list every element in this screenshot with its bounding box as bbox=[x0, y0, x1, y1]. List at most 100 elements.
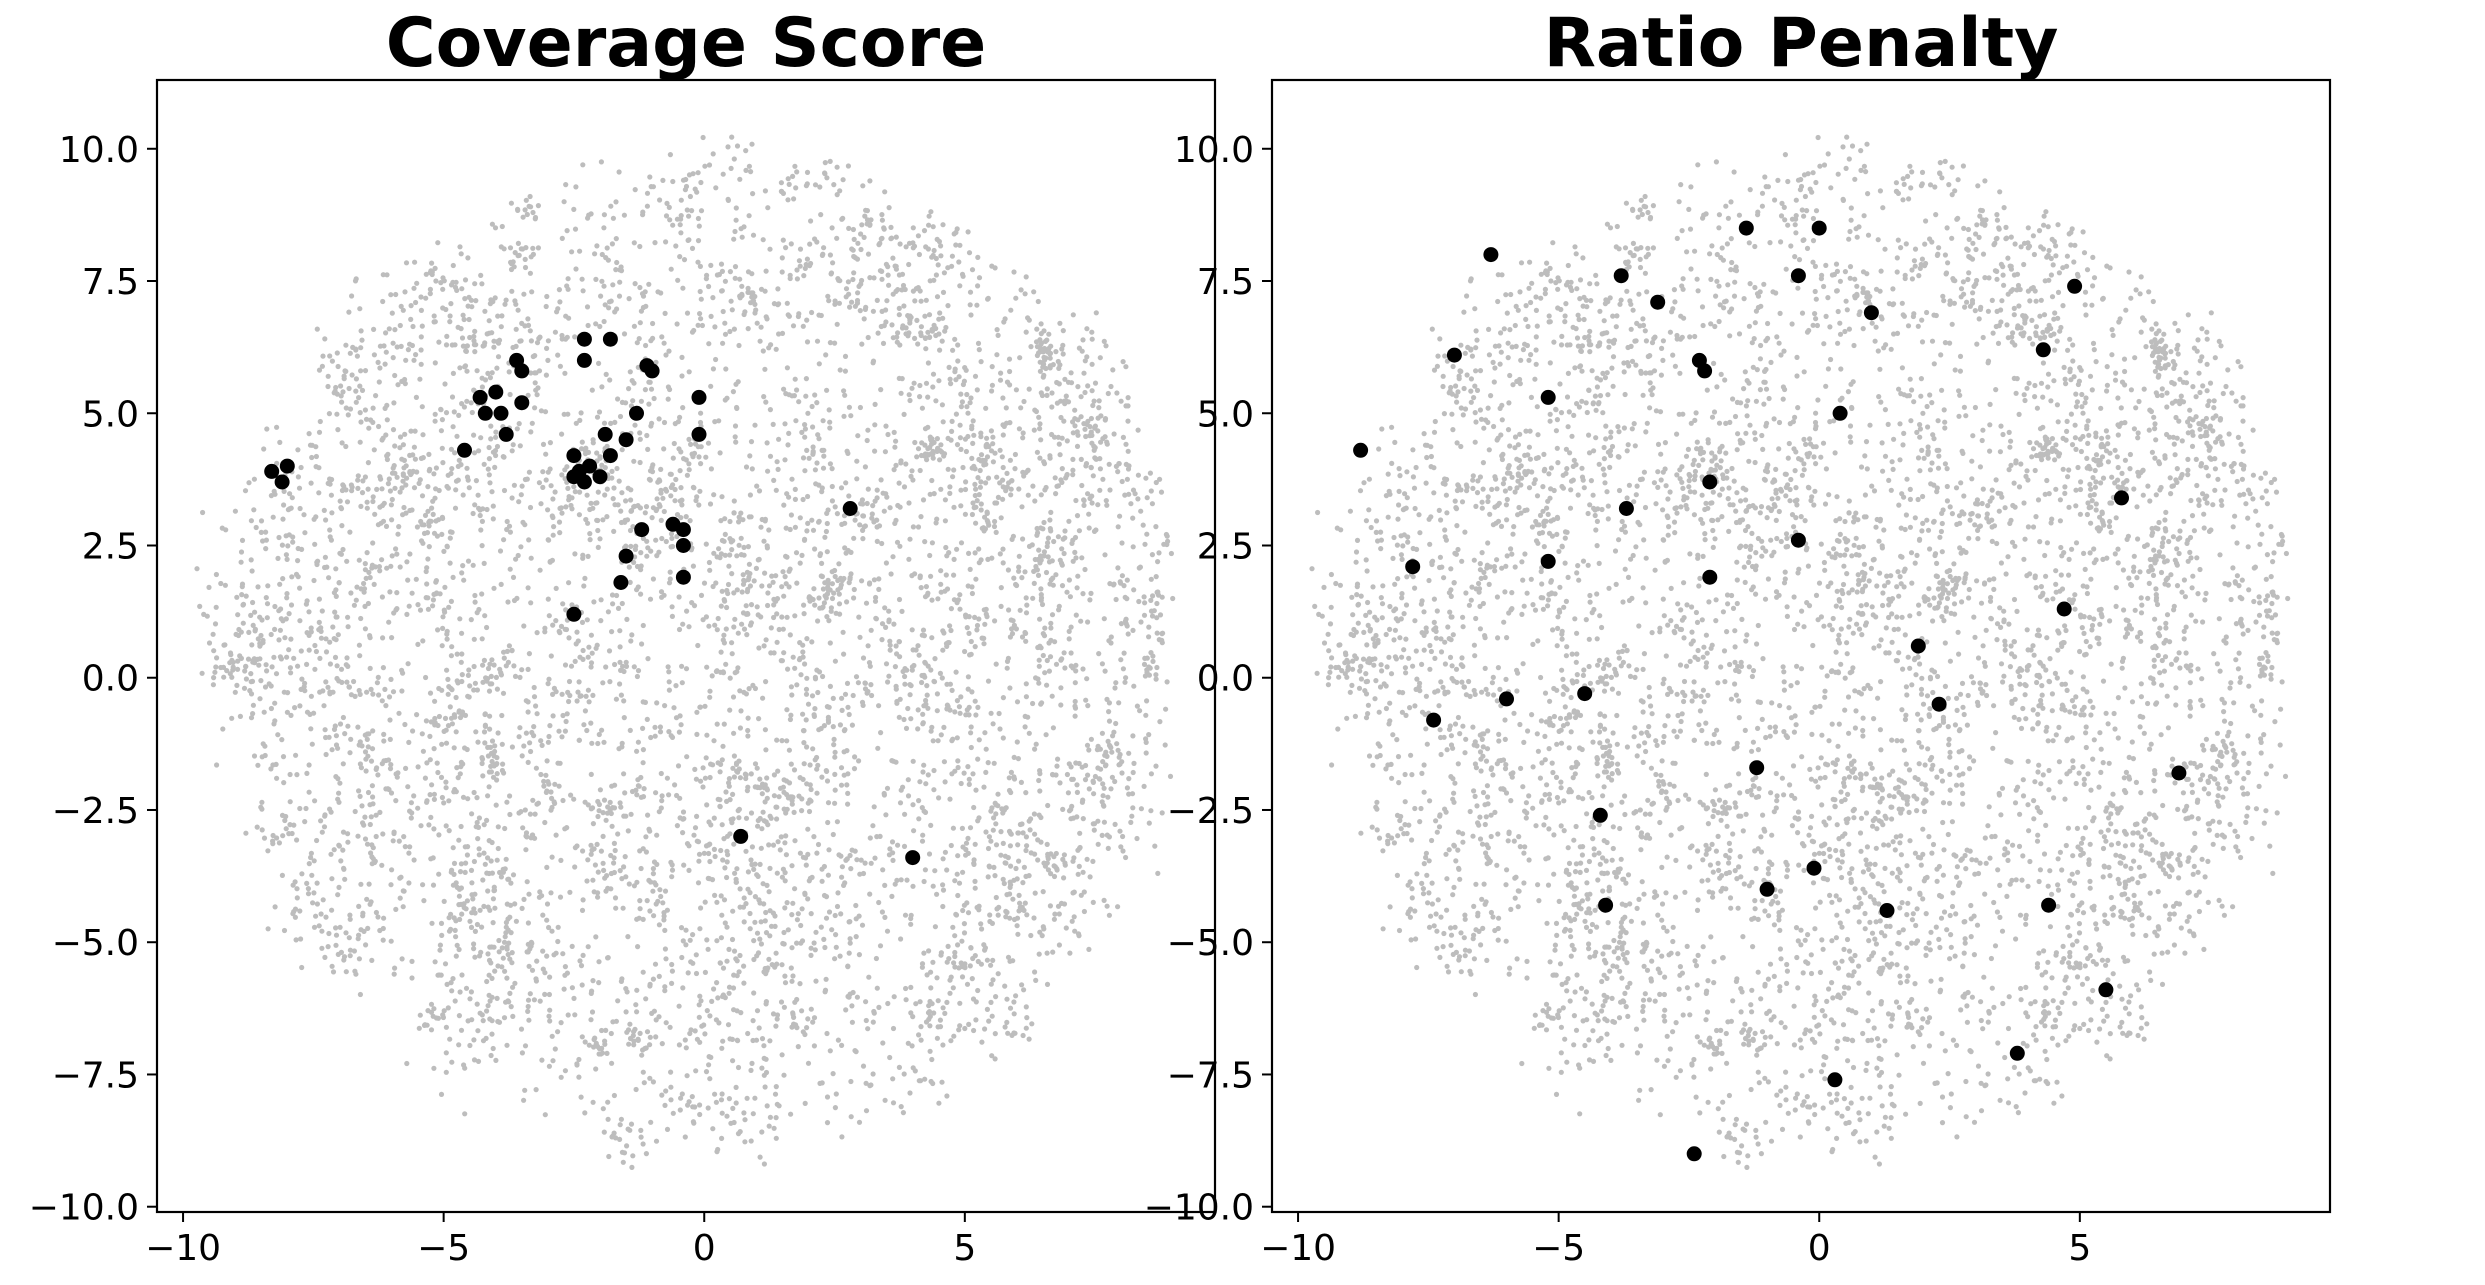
background-point bbox=[670, 455, 676, 461]
background-point bbox=[526, 537, 532, 543]
background-point bbox=[1098, 413, 1104, 419]
background-point bbox=[358, 368, 364, 374]
background-point bbox=[782, 457, 788, 463]
background-point bbox=[475, 492, 481, 498]
background-point bbox=[747, 926, 753, 932]
background-point bbox=[1092, 380, 1099, 386]
background-point bbox=[853, 1049, 859, 1055]
background-point bbox=[213, 664, 219, 670]
background-point bbox=[571, 995, 577, 1002]
background-point bbox=[502, 968, 508, 974]
background-point bbox=[1020, 435, 1026, 441]
background-point bbox=[668, 531, 675, 537]
background-point bbox=[771, 477, 777, 483]
background-point bbox=[246, 629, 252, 636]
background-point bbox=[842, 392, 848, 398]
background-point bbox=[591, 889, 597, 895]
background-point bbox=[826, 407, 832, 413]
background-point bbox=[661, 917, 667, 923]
background-point bbox=[1042, 670, 1048, 676]
background-point bbox=[663, 488, 670, 494]
background-point bbox=[976, 815, 982, 821]
background-point bbox=[796, 399, 802, 405]
background-point bbox=[697, 926, 703, 932]
background-point bbox=[717, 450, 723, 456]
background-point bbox=[541, 783, 547, 789]
background-point bbox=[568, 663, 575, 669]
background-point bbox=[746, 213, 752, 219]
background-point bbox=[1074, 443, 1081, 449]
background-point bbox=[1115, 747, 1121, 753]
background-point bbox=[608, 203, 614, 209]
background-point bbox=[763, 637, 769, 643]
background-point bbox=[364, 689, 370, 695]
background-point bbox=[401, 834, 407, 840]
background-point bbox=[1129, 791, 1136, 797]
background-point bbox=[369, 957, 375, 964]
background-point bbox=[1072, 713, 1078, 719]
background-point bbox=[359, 387, 366, 393]
background-point bbox=[845, 279, 852, 285]
background-point bbox=[702, 703, 708, 709]
background-point bbox=[725, 852, 731, 858]
background-point bbox=[517, 443, 523, 449]
background-point bbox=[1060, 351, 1066, 357]
background-point bbox=[329, 476, 335, 483]
background-point bbox=[715, 615, 721, 622]
background-point bbox=[929, 597, 935, 603]
background-point bbox=[1126, 750, 1132, 756]
background-point bbox=[397, 564, 403, 570]
background-point bbox=[262, 752, 268, 759]
background-point bbox=[342, 368, 348, 374]
background-point bbox=[314, 559, 320, 566]
background-point bbox=[304, 880, 310, 887]
background-point bbox=[1106, 834, 1112, 840]
background-point bbox=[667, 576, 673, 582]
background-point bbox=[293, 571, 300, 578]
background-point bbox=[650, 1079, 657, 1085]
background-point bbox=[434, 533, 440, 539]
background-point bbox=[765, 822, 771, 828]
background-point bbox=[656, 922, 663, 928]
background-point bbox=[836, 300, 843, 306]
background-point bbox=[340, 829, 347, 835]
background-point bbox=[781, 1004, 788, 1010]
background-point bbox=[911, 380, 917, 386]
background-point bbox=[375, 772, 381, 778]
background-point bbox=[726, 946, 732, 953]
background-point bbox=[766, 889, 772, 895]
background-point bbox=[767, 1038, 773, 1044]
background-point bbox=[956, 259, 962, 265]
background-point bbox=[958, 391, 964, 397]
background-point bbox=[988, 962, 994, 968]
background-point bbox=[744, 1095, 750, 1101]
background-point bbox=[989, 364, 995, 370]
background-point bbox=[409, 590, 415, 596]
background-point bbox=[774, 1016, 780, 1022]
background-point bbox=[940, 1005, 946, 1011]
background-point bbox=[336, 799, 342, 805]
background-point bbox=[387, 589, 393, 595]
background-point bbox=[392, 470, 398, 476]
background-point bbox=[832, 771, 838, 778]
background-point bbox=[736, 806, 743, 812]
background-point bbox=[293, 752, 299, 758]
background-point bbox=[651, 395, 657, 402]
background-point bbox=[604, 486, 610, 492]
background-point bbox=[401, 465, 407, 471]
background-point bbox=[776, 301, 782, 307]
background-point bbox=[828, 271, 834, 277]
background-point bbox=[319, 928, 325, 934]
background-point bbox=[870, 503, 876, 509]
background-point bbox=[720, 743, 726, 749]
background-point bbox=[963, 712, 969, 718]
background-point bbox=[450, 845, 456, 851]
background-point bbox=[397, 445, 403, 451]
background-point bbox=[1096, 405, 1102, 411]
background-point bbox=[976, 347, 982, 353]
background-point bbox=[1038, 701, 1044, 707]
background-point bbox=[452, 505, 459, 511]
background-point bbox=[1041, 372, 1047, 378]
background-point bbox=[1102, 552, 1108, 558]
background-point bbox=[1138, 619, 1144, 625]
